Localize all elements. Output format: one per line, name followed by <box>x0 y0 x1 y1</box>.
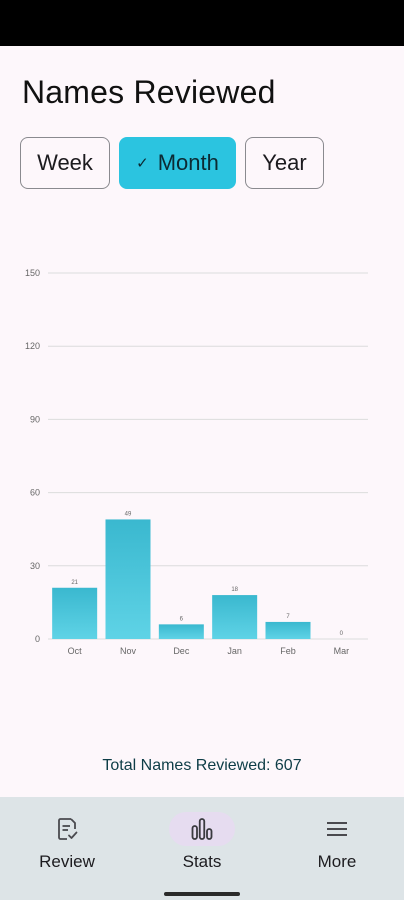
bar-chart: 0 30 60 90 120 150 21 Oct 49 Nov 6 Dec 18 Jan 7 Feb 0 Mar <box>25 268 368 656</box>
week-button[interactable]: Week <box>20 137 110 189</box>
y-tick-label: 0 <box>35 634 40 644</box>
nav-stats-label: Stats <box>182 852 222 871</box>
bar <box>265 621 311 639</box>
bar-value-label: 6 <box>180 616 184 622</box>
nav-review-label: Review <box>39 852 95 871</box>
check-icon: ✓ <box>136 155 149 172</box>
review-icon <box>58 818 78 840</box>
nav-review-indicator <box>34 812 100 846</box>
bar-value-label: 49 <box>125 511 132 517</box>
y-tick-label: 30 <box>30 561 40 571</box>
month-button-label: Month <box>157 150 219 175</box>
nav-more[interactable]: More <box>270 797 404 887</box>
bar <box>52 587 98 639</box>
y-tick-label: 150 <box>25 268 40 278</box>
week-button-label: Week <box>37 150 93 175</box>
gesture-area <box>0 887 404 900</box>
nav-more-label: More <box>317 852 357 871</box>
y-tick-label: 120 <box>25 341 40 351</box>
x-tick-label: Mar <box>334 646 350 656</box>
nav-stats[interactable]: Stats <box>135 797 269 887</box>
bar-value-label: 0 <box>340 631 344 637</box>
x-tick-label: Jan <box>227 646 242 656</box>
names-reviewed-chart: 0 30 60 90 120 150 21 Oct 49 Nov 6 Dec 18 Jan 7 Feb 0 Mar <box>0 255 404 665</box>
x-tick-label: Dec <box>173 646 190 656</box>
gesture-handle <box>164 892 240 896</box>
bottom-navigation: Review Stats More <box>0 797 404 887</box>
bar-value-label: 18 <box>231 587 238 593</box>
total-names-reviewed: Total Names Reviewed: 607 <box>102 757 302 774</box>
year-button[interactable]: Year <box>245 137 324 189</box>
x-tick-label: Nov <box>120 646 137 656</box>
page-title: Names Reviewed <box>22 74 276 110</box>
bar-value-label: 7 <box>286 614 290 620</box>
year-button-label: Year <box>262 150 307 175</box>
menu-icon <box>327 822 347 836</box>
bar <box>105 519 151 639</box>
stats-icon <box>191 818 213 840</box>
y-tick-label: 90 <box>30 414 40 424</box>
x-tick-label: Oct <box>68 646 83 656</box>
y-tick-label: 60 <box>30 488 40 498</box>
bar <box>158 624 204 639</box>
nav-review[interactable]: Review <box>0 797 134 887</box>
x-tick-label: Feb <box>280 646 296 656</box>
nav-more-indicator <box>304 812 370 846</box>
status-bar <box>0 0 404 46</box>
bar <box>212 595 258 639</box>
bar-value-label: 21 <box>71 580 78 586</box>
nav-stats-indicator <box>169 812 235 846</box>
month-button[interactable]: ✓ Month <box>119 137 236 189</box>
